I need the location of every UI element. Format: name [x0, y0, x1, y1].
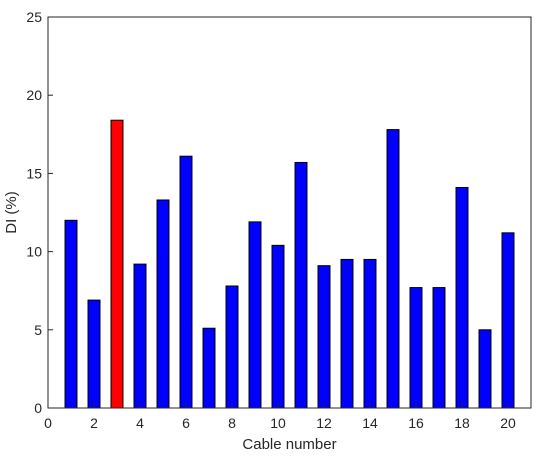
y-ticks: 0 5 10 15 20 25 [26, 9, 53, 416]
y-tick-label: 0 [34, 400, 42, 416]
x-tick-label: 10 [270, 415, 286, 431]
bar-cable-12 [317, 265, 331, 409]
x-axis-label: Cable number [242, 436, 336, 453]
bar-cable-19 [478, 329, 492, 409]
bar-cable-1 [64, 219, 78, 409]
bar-cable-5 [156, 199, 170, 409]
x-tick-label: 16 [408, 415, 424, 431]
bar-cable-18 [455, 186, 469, 409]
x-tick-label: 0 [44, 415, 52, 431]
bar-cable-3 [110, 119, 124, 409]
axes-box [47, 16, 532, 409]
bar-cable-13 [340, 258, 354, 409]
bar-cable-4 [133, 263, 147, 409]
bars-group [64, 119, 515, 409]
x-tick-label: 6 [182, 415, 190, 431]
y-tick-label: 20 [26, 87, 42, 103]
bar-cable-15 [386, 129, 400, 409]
y-tick-label: 5 [34, 322, 42, 338]
bar-cable-8 [225, 285, 239, 409]
x-tick-label: 14 [362, 415, 378, 431]
x-tick-label: 2 [90, 415, 98, 431]
x-tick-label: 12 [316, 415, 332, 431]
y-tick-label: 15 [26, 165, 42, 181]
x-ticks: 0 2 4 6 8 10 12 14 16 18 20 [44, 403, 516, 431]
bar-cable-10 [271, 244, 285, 409]
y-tick-label: 25 [26, 9, 42, 25]
x-tick-label: 8 [228, 415, 236, 431]
y-axis-label: DI (%) [3, 191, 20, 234]
x-tick-label: 18 [454, 415, 470, 431]
x-tick-label: 20 [500, 415, 516, 431]
x-tick-label: 4 [136, 415, 144, 431]
bar-cable-7 [202, 327, 216, 409]
bar-cable-16 [409, 287, 423, 409]
bar-cable-20 [501, 232, 515, 409]
bar-cable-2 [87, 299, 101, 409]
bar-cable-11 [294, 161, 308, 409]
bar-cable-14 [363, 258, 377, 409]
bar-cable-17 [432, 287, 446, 409]
y-tick-label: 10 [26, 244, 42, 260]
bar-cable-6 [179, 155, 193, 409]
bar-cable-9 [248, 221, 262, 409]
